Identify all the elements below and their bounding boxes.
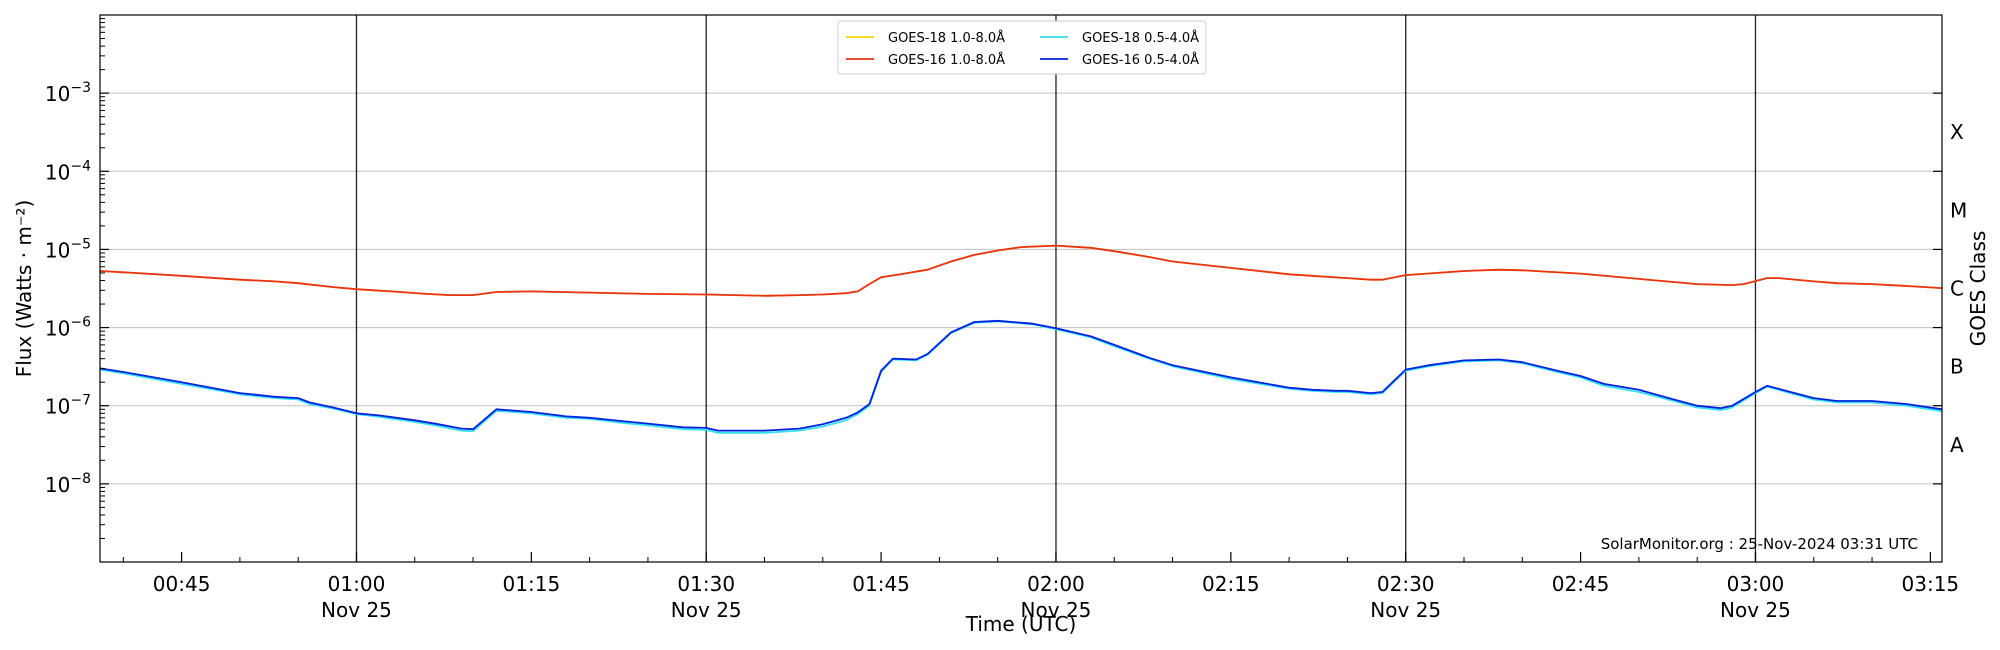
x-tick-label: 01:15 — [503, 572, 561, 596]
goes-class-a: A — [1950, 433, 1964, 457]
goes-class-m: M — [1950, 198, 1967, 222]
y-axis-label: Flux (Watts · m⁻²) — [12, 200, 36, 378]
y-tick-label: 10−3 — [45, 80, 91, 106]
goes-class-c: C — [1950, 277, 1964, 301]
x-tick-date-label: Nov 25 — [1021, 598, 1092, 622]
x-tick-label: 01:45 — [852, 572, 910, 596]
y-tick-exponent: −5 — [70, 236, 91, 252]
x-tick-label: 02:15 — [1202, 572, 1260, 596]
series-line-1 — [99, 244, 1943, 297]
y-tick-exponent: −7 — [70, 393, 91, 409]
x-tick-label: 00:45 — [153, 572, 211, 596]
y-axis-ticks: 10−8 10−7 10−6 10−5 10−4 10−3 — [45, 18, 1942, 539]
x-tick-label: 02:00 — [1027, 572, 1085, 596]
x-tick-label: 02:45 — [1552, 572, 1610, 596]
y-tick-exponent: −8 — [70, 471, 91, 487]
legend-box — [837, 20, 1207, 75]
y-tick-label: 10−6 — [45, 315, 91, 341]
y-tick-exponent: −6 — [70, 315, 91, 331]
x-tick-label: 03:15 — [1902, 572, 1960, 596]
x-tick-date-label: Nov 25 — [1720, 598, 1791, 622]
series-lines — [99, 244, 1943, 434]
credit-text: SolarMonitor.org : 25-Nov-2024 03:31 UTC — [1601, 535, 1918, 553]
x-tick-label: 03:00 — [1727, 572, 1785, 596]
y-tick-exponent: −4 — [70, 158, 91, 174]
series-line-3 — [99, 319, 1943, 432]
goes-class-b: B — [1950, 355, 1964, 379]
grid — [100, 15, 1942, 562]
plot-frame — [99, 14, 1943, 563]
x-axis-label: Time (UTC) — [965, 612, 1077, 636]
x-tick-label: 01:30 — [677, 572, 735, 596]
legend-entry: GOES-16 0.5-4.0Å — [1082, 52, 1199, 68]
x-tick-label: 02:30 — [1377, 572, 1435, 596]
series-line-2 — [99, 320, 1943, 434]
x-tick-date-label: Nov 25 — [671, 598, 742, 622]
legend-entry: GOES-18 1.0-8.0Å — [888, 30, 1005, 46]
y-tick-label: 10−5 — [45, 236, 91, 262]
y-tick-label: 10−4 — [45, 158, 91, 184]
goes-class-labels: A B C M X — [1950, 120, 1967, 457]
goes-class-axis-label: GOES Class — [1966, 231, 1990, 347]
x-tick-label: 01:00 — [328, 572, 386, 596]
legend: GOES-18 1.0-8.0Å GOES-16 1.0-8.0Å GOES-18 … — [837, 20, 1207, 75]
goes-class-x: X — [1950, 120, 1964, 144]
x-tick-date-label: Nov 25 — [321, 598, 392, 622]
y-tick-exponent: −3 — [70, 80, 91, 96]
legend-entry: GOES-18 0.5-4.0Å — [1082, 30, 1199, 46]
y-tick-label: 10−8 — [45, 471, 91, 497]
series-line-0 — [99, 244, 1943, 297]
x-tick-date-label: Nov 25 — [1370, 598, 1441, 622]
legend-entry: GOES-16 1.0-8.0Å — [888, 52, 1005, 68]
y-tick-label: 10−7 — [45, 393, 91, 419]
